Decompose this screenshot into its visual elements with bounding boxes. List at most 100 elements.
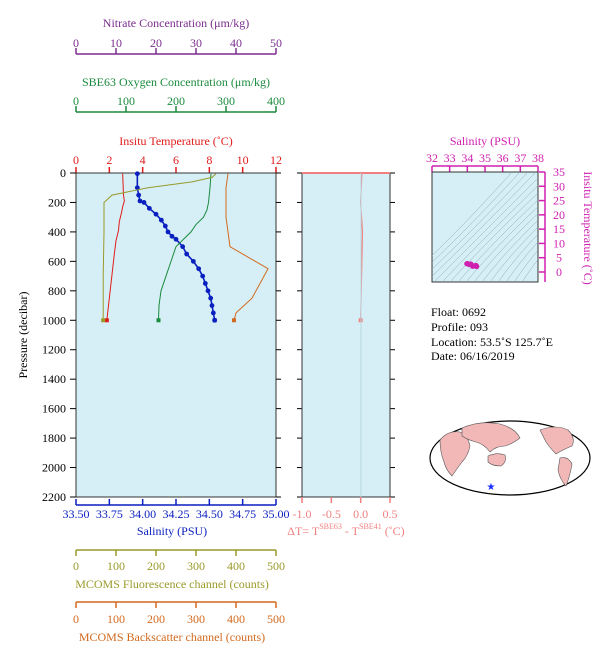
ts-salinity-tick-label: 37 [514, 151, 526, 165]
pressure-tick-label: 600 [48, 254, 66, 268]
salinity-point [162, 223, 168, 229]
salinity-tick-label: 34.00 [129, 507, 156, 521]
salinity-point [153, 211, 159, 217]
pressure-tick-label: 0 [60, 166, 66, 180]
temperature-tick-label: 12 [270, 153, 282, 167]
density-contour [513, 249, 538, 282]
oxygen-tick-label: 100 [117, 94, 135, 108]
fluorescence-profile-line [102, 173, 217, 321]
density-contour [457, 199, 538, 282]
fluorescence-tick-label: 400 [227, 559, 245, 573]
salinity-point [196, 266, 202, 272]
ts-salinity-tick-label: 35 [479, 151, 491, 165]
pressure-tick-label: 1600 [42, 402, 66, 416]
backscatter-tick-label: 300 [187, 612, 205, 626]
salinity-point [169, 233, 175, 239]
australia-landmass [487, 453, 506, 467]
backscatter-tick-label: 0 [73, 612, 79, 626]
delta-tick-label: -1.0 [293, 507, 312, 521]
nitrate-tick-label: 50 [270, 36, 282, 50]
salinity-tick-label: 34.75 [229, 507, 256, 521]
pressure-axis-title: Pressure (decibar) [16, 292, 30, 379]
backscatter-tick-label: 200 [147, 612, 165, 626]
africa-landmass [439, 431, 471, 477]
fluorescence-end-marker [101, 318, 106, 323]
fluorescence-tick-label: 300 [187, 559, 205, 573]
salinity-point [134, 185, 140, 191]
eurasia-landmass [461, 422, 521, 453]
density-contour [505, 241, 538, 282]
ts-salinity-tick-label: 34 [461, 151, 473, 165]
float-info: Float: 0692 Profile: 093 Location: 53.5˚… [431, 305, 553, 363]
fluorescence-tick-label: 100 [107, 559, 125, 573]
density-contour [433, 177, 538, 282]
oxygen-axis-title: SBE63 Oxygen Concentration (μm/kg) [82, 75, 270, 89]
oxygen-tick-label: 200 [167, 94, 185, 108]
density-contour [449, 192, 538, 282]
pressure-tick-label: 400 [48, 225, 66, 239]
density-contour [441, 185, 538, 282]
salinity-point [205, 288, 211, 294]
pressure-tick-label: 200 [48, 195, 66, 209]
nitrate-tick-label: 10 [110, 36, 122, 50]
pressure-tick-label: 800 [48, 284, 66, 298]
temperature-tick-label: 6 [173, 153, 179, 167]
pressure-tick-label: 1000 [42, 313, 66, 327]
delta-tick-label: 0.5 [383, 507, 398, 521]
temperature-axis-title: Insitu Temperature (˚C) [119, 134, 233, 148]
date: Date: 06/16/2019 [431, 349, 515, 363]
salinity-point [209, 303, 215, 308]
temperature-tick-label: 2 [106, 153, 112, 167]
density-contour [497, 233, 538, 282]
ts-salinity-tick-label: 32 [426, 151, 438, 165]
backscatter-profile-line [225, 173, 269, 321]
delta-tick-label: 0.0 [353, 507, 368, 521]
pressure-tick-label: 1400 [42, 372, 66, 386]
ts-temperature-tick-label: 30 [553, 179, 565, 193]
ts-salinity-title: Salinity (PSU) [450, 134, 520, 148]
backscatter-tick-label: 400 [227, 612, 245, 626]
profile-id: Profile: 093 [431, 320, 488, 334]
south-america-landmass [557, 457, 573, 487]
pressure-tick-label: 2200 [42, 490, 66, 504]
salinity-point [184, 251, 190, 257]
density-contour [432, 172, 537, 277]
density-contour [481, 219, 538, 282]
nitrate-tick-label: 40 [230, 36, 242, 50]
salinity-point [202, 281, 208, 286]
ts-salinity-tick-label: 36 [497, 151, 509, 165]
temperature-tick-label: 8 [206, 153, 212, 167]
location: Location: 53.5˚S 125.7˚E [431, 335, 553, 349]
nitrate-tick-label: 20 [150, 36, 162, 50]
temperature-tick-label: 0 [73, 153, 79, 167]
oxygen-tick-label: 400 [267, 94, 285, 108]
ts-plot-area [431, 171, 539, 283]
salinity-point [190, 258, 196, 264]
nitrate-axis-title: Nitrate Concentration (μm/kg) [103, 16, 249, 30]
temperature-tick-label: 4 [140, 153, 146, 167]
oxygen-tick-label: 300 [217, 94, 235, 108]
delta-axis-title: ΔT= TSBE63 - TSBE41 (˚C) [287, 522, 404, 538]
density-contour [521, 258, 538, 282]
fluorescence-tick-label: 0 [73, 559, 79, 573]
density-contour [489, 226, 538, 282]
ts-temperature-tick-label: 20 [553, 208, 565, 222]
backscatter-end-marker [232, 318, 236, 323]
fluorescence-axis-title: MCOMS Fluorescence channel (counts) [75, 577, 269, 591]
density-contour [432, 172, 513, 256]
ts-temperature-tick-label: 10 [553, 236, 565, 250]
nitrate-tick-label: 0 [73, 36, 79, 50]
world-map: ★ [429, 420, 591, 496]
delta-plot-area [301, 172, 391, 498]
oxygen-profile-line [158, 173, 212, 321]
ts-point [474, 263, 480, 270]
float-id: Float: 0692 [431, 305, 486, 319]
salinity-tick-label: 35.00 [263, 507, 290, 521]
oxygen-tick-label: 0 [73, 94, 79, 108]
salinity-point [158, 217, 164, 223]
salinity-point [141, 200, 147, 205]
ts-temperature-tick-label: 35 [553, 165, 565, 179]
profile-plot-area [75, 172, 277, 498]
temperature-tick-label: 10 [237, 153, 249, 167]
backscatter-axis-title: MCOMS Backscatter channel (counts) [79, 630, 265, 644]
